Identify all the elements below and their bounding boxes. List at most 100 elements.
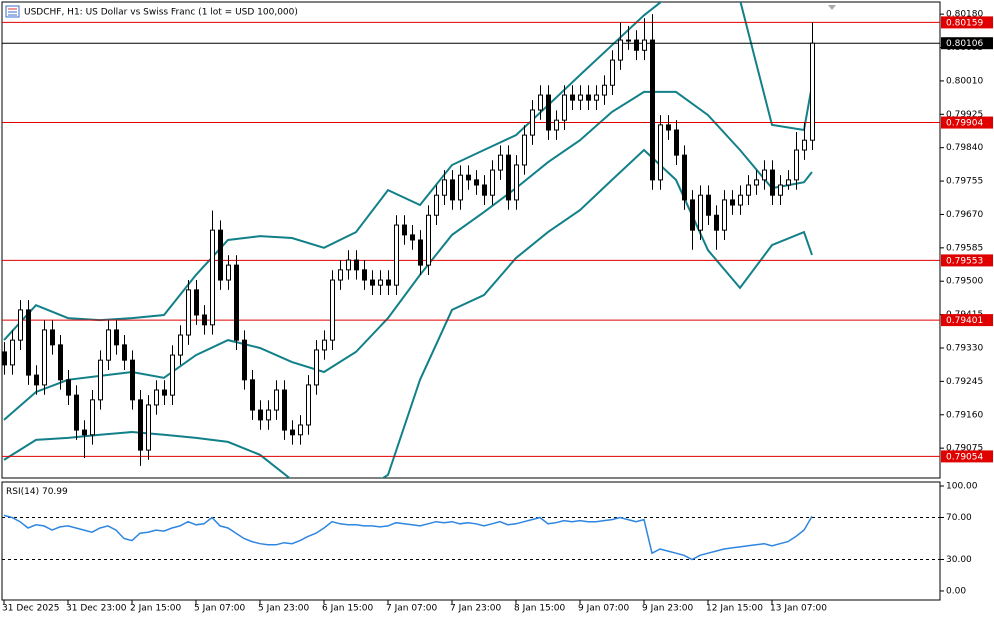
price-level-label: 0.80106 (946, 39, 983, 49)
candle-body (522, 134, 527, 166)
candle-body (418, 239, 423, 266)
candle-body (602, 84, 607, 96)
candle-body (266, 409, 271, 421)
candle-body (82, 429, 87, 436)
axes: 0.801800.800950.800100.799250.798400.797… (2, 10, 993, 614)
candle-body (706, 194, 711, 216)
candle-body (194, 289, 199, 316)
chart-title: USDCHF, H1: US Dollar vs Swiss Franc (1 … (24, 8, 298, 18)
candle-body (338, 269, 343, 281)
rsi-y-tick-label: 70.00 (946, 513, 972, 523)
candle-body (170, 354, 175, 396)
candle-body (530, 109, 535, 136)
rsi-y-tick-label: 0.00 (946, 586, 966, 596)
candle-body (474, 179, 479, 186)
y-tick-label: 0.79585 (946, 243, 983, 253)
candle-body (698, 194, 703, 231)
candle-body (346, 259, 351, 271)
candle-body (290, 429, 295, 436)
candle-body (282, 389, 287, 431)
candle-body (738, 194, 743, 206)
candle-body (258, 409, 263, 421)
candle-body (442, 179, 447, 196)
candle-body (218, 229, 223, 281)
candle-body (66, 379, 71, 396)
x-tick-label: 12 Jan 15:00 (706, 604, 763, 614)
candle-body (146, 404, 151, 451)
y-tick-label: 0.79160 (946, 410, 983, 420)
x-tick-label: 9 Jan 23:00 (642, 604, 694, 614)
candle-body (730, 199, 735, 206)
x-tick-label: 7 Jan 23:00 (450, 604, 502, 614)
y-tick-label: 0.79925 (946, 110, 983, 120)
candle-body (370, 279, 375, 286)
candle-body (458, 174, 463, 201)
candle-body (690, 199, 695, 231)
rsi-title: RSI(14) 70.99 (6, 487, 68, 497)
price-level-label: 0.79401 (946, 316, 983, 326)
candle-body (234, 264, 239, 341)
candle-body (130, 359, 135, 401)
x-tick-label: 8 Jan 15:00 (514, 604, 566, 614)
candle-body (586, 94, 591, 101)
candle-body (802, 139, 807, 151)
candle-body (682, 154, 687, 201)
y-tick-label: 0.79840 (946, 143, 983, 153)
rsi-plot (2, 514, 940, 561)
candle-body (58, 344, 63, 381)
candle-body (794, 149, 799, 181)
rsi-line (3, 514, 813, 561)
x-tick-label: 5 Jan 07:00 (194, 604, 246, 614)
price-level-label: 0.79054 (946, 452, 983, 462)
y-tick-label: 0.79075 (946, 444, 983, 454)
candle-body (466, 174, 471, 181)
candle-body (618, 39, 623, 61)
y-tick-label: 0.79500 (946, 277, 983, 287)
price-level-box (941, 16, 993, 29)
price-level-box (941, 450, 993, 463)
candle-body (298, 424, 303, 436)
candle-body (778, 184, 783, 196)
x-tick-label: 13 Jan 07:00 (770, 604, 827, 614)
candle-body (578, 94, 583, 101)
candle-body (626, 39, 631, 42)
candle-body (90, 399, 95, 436)
candle-body (482, 184, 487, 196)
candle-body (434, 194, 439, 216)
candle-body (666, 124, 671, 131)
candle-body (746, 184, 751, 196)
x-tick-label: 2 Jan 15:00 (130, 604, 182, 614)
candle-body (402, 224, 407, 236)
candle-body (450, 179, 455, 201)
candle-body (154, 389, 159, 406)
candle-body (770, 169, 775, 196)
candle-body (562, 94, 567, 121)
y-tick-label: 0.79330 (946, 343, 983, 353)
candle-body (538, 94, 543, 111)
candle-body (210, 229, 215, 326)
candle-body (178, 334, 183, 356)
y-tick-label: 0.80010 (946, 76, 983, 86)
candle-body (202, 314, 207, 326)
candle-body (394, 224, 399, 286)
candle-body (498, 154, 503, 171)
candle-body (634, 39, 639, 51)
candle-body (658, 124, 663, 181)
price-level-box (941, 116, 993, 129)
candle-body (674, 129, 679, 156)
candle-body (714, 214, 719, 231)
price-level-label: 0.79553 (946, 256, 983, 266)
candle-body (722, 199, 727, 231)
candle-body (98, 359, 103, 401)
main-plot (2, 2, 940, 478)
candle-body (810, 42, 815, 141)
candle-body (386, 279, 391, 286)
candle-body (754, 179, 759, 186)
shift-marker (828, 5, 836, 10)
candle-body (570, 94, 575, 101)
candle-body (250, 379, 255, 411)
candle-body (546, 94, 551, 131)
candle-body (114, 329, 119, 346)
price-level-label: 0.80159 (946, 18, 983, 28)
symbol-icon (5, 5, 20, 18)
